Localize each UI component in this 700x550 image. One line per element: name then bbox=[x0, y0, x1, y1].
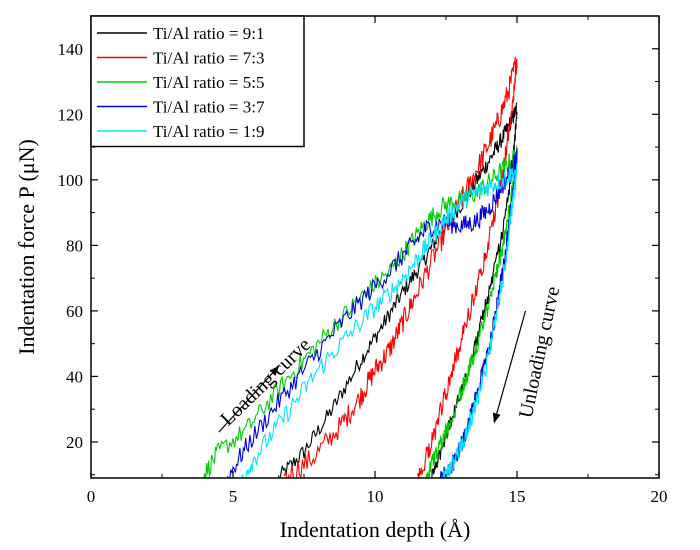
y-tick-label: 40 bbox=[66, 367, 83, 386]
series-2-unloading-line bbox=[417, 60, 518, 478]
series-3-unloading-line bbox=[425, 145, 518, 478]
legend-label: Ti/Al ratio = 9:1 bbox=[153, 24, 264, 43]
x-tick-label: 10 bbox=[367, 487, 384, 506]
x-tick-label: 15 bbox=[509, 487, 526, 506]
y-tick-label: 120 bbox=[58, 105, 84, 124]
x-axis-title: Indentation depth (Å) bbox=[280, 517, 471, 542]
series-3-loading-line bbox=[203, 150, 518, 478]
series-1-loading-line bbox=[277, 102, 518, 478]
series-2 bbox=[283, 56, 518, 478]
unloading-arrow bbox=[492, 310, 527, 424]
series-2-loading-line bbox=[283, 56, 518, 478]
series-3 bbox=[203, 145, 518, 478]
loading-curve-label: Loading curve bbox=[216, 334, 315, 431]
series-4-loading-line bbox=[226, 150, 518, 478]
unloading-curve-label: Unloading curve bbox=[515, 284, 564, 420]
y-tick-label: 20 bbox=[66, 433, 83, 452]
series-5-loading-line bbox=[241, 167, 518, 478]
y-tick-label: 100 bbox=[58, 171, 84, 190]
series-5-unloading-line bbox=[442, 163, 518, 478]
legend-label: Ti/Al ratio = 5:5 bbox=[153, 73, 264, 92]
legend-label: Ti/Al ratio = 1:9 bbox=[153, 122, 264, 141]
y-tick-label: 80 bbox=[66, 236, 83, 255]
y-tick-label: 60 bbox=[66, 302, 83, 321]
x-tick-label: 20 bbox=[651, 487, 668, 506]
series-4 bbox=[226, 148, 518, 478]
x-tick-label: 0 bbox=[87, 487, 96, 506]
y-tick-label: 140 bbox=[58, 40, 84, 59]
series-5 bbox=[241, 163, 518, 478]
legend-label: Ti/Al ratio = 3:7 bbox=[153, 98, 265, 117]
loading-arrow bbox=[218, 365, 280, 433]
series-4-unloading-line bbox=[439, 148, 518, 478]
legend-label: Ti/Al ratio = 7:3 bbox=[153, 49, 264, 68]
y-axis-title: Indentation force P (μN) bbox=[14, 139, 39, 355]
x-tick-label: 5 bbox=[229, 487, 238, 506]
